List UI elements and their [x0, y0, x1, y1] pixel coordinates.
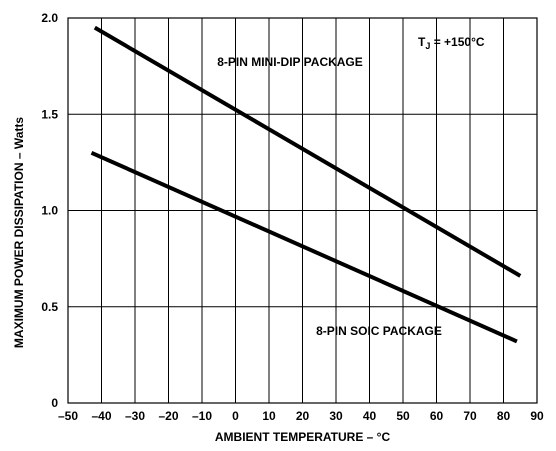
- condition-value: = +150°C: [430, 35, 485, 49]
- x-tick-labels: –50 –40 –30 –20 –10 0 10 20 30 40 50 60 70 80 90: [58, 409, 544, 423]
- x-tick-label: –30: [125, 409, 145, 423]
- y-tick-labels: 0 0.5 1.0 1.5 2.0: [41, 11, 58, 410]
- x-tick-label: 10: [262, 409, 276, 423]
- condition-subscript: J: [425, 41, 430, 51]
- x-tick-label: 90: [530, 409, 544, 423]
- y-tick-label: 1.0: [41, 204, 58, 218]
- x-tick-label: –10: [192, 409, 212, 423]
- y-axis-title: MAXIMUM POWER DISSIPATION – Watts: [12, 117, 26, 348]
- plot-frame: [67, 17, 538, 404]
- condition-prefix: T: [418, 35, 426, 49]
- junction-temperature-annotation: TJ = +150°C: [418, 35, 485, 51]
- series-label-soic: 8-PIN SOIC PACKAGE: [316, 324, 442, 338]
- x-tick-label: –50: [58, 409, 78, 423]
- y-tick-label: 1.5: [41, 107, 58, 121]
- x-tick-label: 0: [232, 409, 239, 423]
- series-line-soic: [90, 150, 518, 344]
- x-tick-label: 40: [363, 409, 377, 423]
- series-layer: [90, 25, 522, 344]
- grid-lines: [68, 18, 537, 403]
- x-tick-label: 50: [396, 409, 410, 423]
- x-tick-label: 60: [430, 409, 444, 423]
- x-tick-label: 30: [329, 409, 343, 423]
- x-tick-label: –40: [91, 409, 111, 423]
- y-tick-label: 0.5: [41, 300, 58, 314]
- y-tick-label: 0: [51, 396, 58, 410]
- x-tick-label: –20: [158, 409, 178, 423]
- series-line-mini-dip: [93, 25, 522, 278]
- y-tick-label: 2.0: [41, 11, 58, 25]
- x-axis-title: AMBIENT TEMPERATURE – °C: [215, 430, 391, 444]
- x-tick-label: 80: [497, 409, 511, 423]
- series-label-mini-dip: 8-PIN MINI-DIP PACKAGE: [217, 55, 363, 69]
- x-tick-label: 70: [463, 409, 477, 423]
- x-tick-label: 20: [296, 409, 310, 423]
